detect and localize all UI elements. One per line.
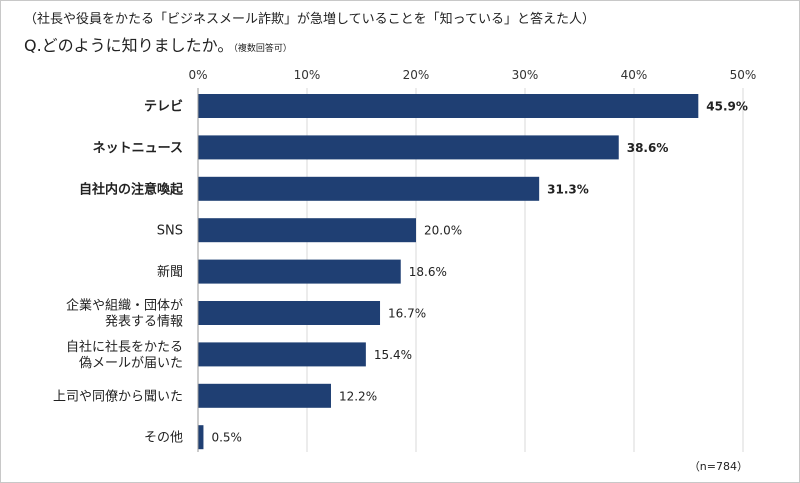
x-tick-label: 0% [188, 68, 207, 82]
x-tick-label: 30% [512, 68, 539, 82]
question-text: Q.どのように知りましたか。 [24, 36, 234, 55]
category-label: 上司や同僚から聞いた [53, 389, 183, 404]
bar [198, 342, 366, 367]
sample-size-note: （n=784） [688, 460, 748, 473]
bar [198, 259, 401, 284]
category-label: 企業や組織・団体が [66, 298, 183, 314]
category-label: SNS [157, 224, 183, 239]
x-tick-label: 10% [294, 68, 321, 82]
category-label: 新聞 [157, 264, 183, 280]
bar [198, 94, 699, 118]
category-label: ネットニュース [93, 141, 183, 156]
category-label: 発表する情報 [105, 315, 183, 330]
value-label: 45.9% [706, 100, 748, 114]
value-label: 31.3% [547, 182, 589, 196]
value-label: 38.6% [627, 141, 669, 155]
chart-subtitle: （社長や役員をかたる「ビジネスメール詐欺」が急増していることを「知っている」と答… [24, 12, 595, 27]
category-label: テレビ [144, 99, 183, 115]
bar [198, 383, 331, 408]
category-label: 自社に社長をかたる [66, 339, 183, 355]
x-tick-label: 50% [730, 68, 757, 82]
bar [198, 176, 540, 201]
value-label: 18.6% [409, 265, 447, 279]
bar [198, 218, 416, 243]
bar [198, 135, 619, 160]
x-tick-label: 40% [621, 68, 648, 82]
bar [198, 301, 381, 325]
question-note: （複数回答可） [233, 44, 292, 54]
category-label: その他 [144, 431, 183, 446]
bar [198, 425, 204, 450]
value-label: 0.5% [211, 431, 242, 445]
category-label: 偽メールが届いた [79, 356, 183, 371]
value-label: 20.0% [424, 224, 462, 238]
question-title: Q.どのように知りましたか。（複数回答可） [24, 32, 292, 56]
x-tick-label: 20% [403, 68, 430, 82]
value-label: 15.4% [374, 348, 412, 362]
category-label: 自社内の注意喚起 [79, 181, 184, 197]
value-label: 16.7% [388, 307, 426, 321]
value-label: 12.2% [339, 389, 377, 403]
